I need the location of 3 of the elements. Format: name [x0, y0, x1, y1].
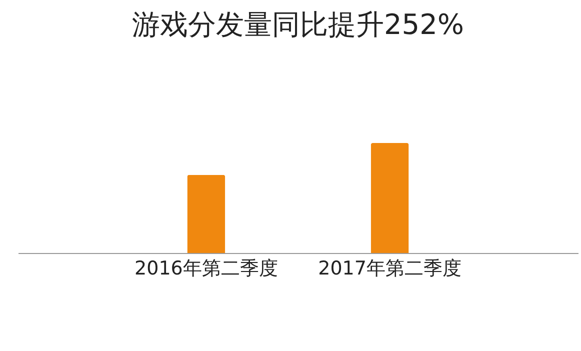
- x-tick-label: 2017年第二季度: [318, 258, 462, 280]
- chart-title: 游戏分发量同比提升252%: [132, 8, 464, 41]
- x-tick-label: 2016年第二季度: [134, 258, 278, 280]
